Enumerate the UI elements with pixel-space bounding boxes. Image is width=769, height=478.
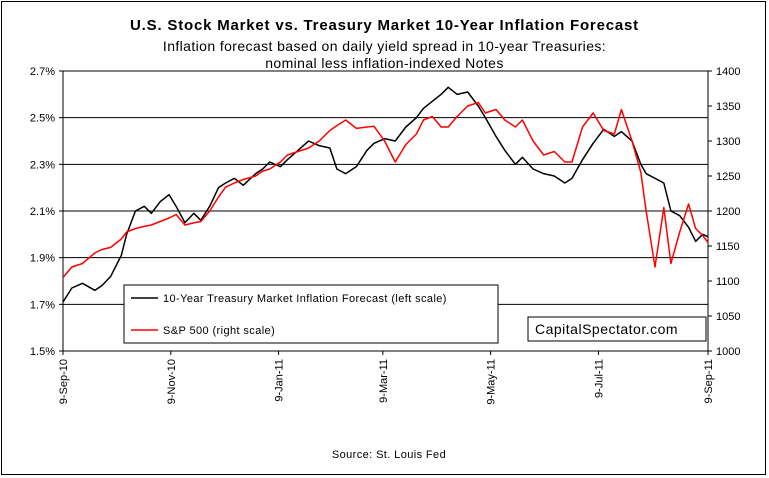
x-tick-label: 9-Jan-11 [274, 359, 286, 402]
source-note: Source: St. Louis Fed [332, 449, 446, 461]
watermark-text: CapitalSpectator.com [535, 321, 678, 337]
left-tick-label: 1.9% [30, 253, 55, 265]
watermark-box [527, 316, 707, 342]
x-tick-label: 9-Nov-10 [166, 359, 178, 404]
series-line-sp500 [62, 101, 709, 278]
x-tick-label: 9-May-11 [486, 359, 498, 405]
legend: 10-Year Treasury Market Inflation Foreca… [123, 284, 499, 344]
series-line-inflation [62, 86, 709, 303]
chart-subtitle-line1: Inflation forecast based on daily yield … [162, 38, 607, 54]
right-tick-label: 1100 [716, 276, 740, 288]
x-tick-label: 9-Sep-10 [58, 359, 70, 404]
right-axis: 1000 1050 1100 1150 1200 1250 1300 1350 1400 [708, 66, 740, 358]
right-tick-label: 1150 [716, 241, 740, 253]
left-tick-label: 1.5% [30, 346, 55, 358]
right-tick-label: 1250 [716, 171, 740, 183]
watermark: CapitalSpectator.com [527, 316, 707, 342]
left-axis: 1.5% 1.7% 1.9% 2.1% 2.3% 2.5% 2.7% [30, 66, 63, 358]
series-layer [62, 86, 709, 303]
right-tick-label: 1400 [716, 66, 740, 78]
chart-title: U.S. Stock Market vs. Treasury Market 10… [130, 17, 639, 34]
right-tick-label: 1200 [716, 206, 740, 218]
x-tick-label: 9-Mar-11 [378, 359, 390, 403]
left-tick-label: 2.7% [30, 66, 55, 78]
legend-box [123, 284, 499, 344]
left-tick-label: 2.1% [30, 206, 55, 218]
left-tick-label: 1.7% [30, 299, 55, 311]
x-tick-label: 9-Sep-11 [703, 359, 715, 403]
x-axis: 9-Sep-10 9-Nov-10 9-Jan-11 9-Mar-11 9-May-11… [58, 351, 715, 405]
gridlines [63, 117, 708, 305]
chart-subtitle-line2: nominal less inflation-indexed Notes [265, 55, 504, 71]
right-tick-label: 1350 [716, 101, 740, 113]
legend-label-inflation: 10-Year Treasury Market Inflation Foreca… [163, 293, 447, 305]
right-tick-label: 1300 [716, 136, 740, 148]
legend-label-sp500: S&P 500 (right scale) [163, 325, 275, 337]
left-tick-label: 2.5% [30, 113, 55, 125]
x-tick-label: 9-Jul-11 [593, 359, 605, 398]
right-tick-label: 1000 [716, 346, 740, 358]
left-tick-label: 2.3% [30, 159, 55, 171]
right-tick-label: 1050 [716, 311, 740, 323]
